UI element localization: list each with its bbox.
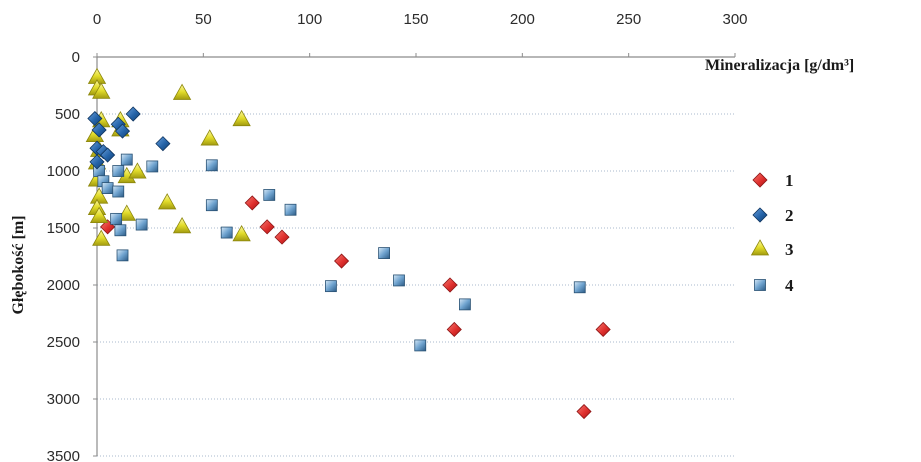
point-series-3-3 xyxy=(92,82,111,99)
x-tick-label-200: 200 xyxy=(510,11,535,28)
y-tick-label-3500: 3500 xyxy=(47,448,80,462)
data-series xyxy=(85,67,611,420)
legend-label-4: 4 xyxy=(785,276,794,295)
series-2 xyxy=(87,106,171,170)
point-series-3-11 xyxy=(89,206,109,224)
point-series-4-11 xyxy=(146,160,159,173)
legend-marker-2 xyxy=(752,207,768,223)
series-1 xyxy=(100,195,611,420)
point-series-4-8 xyxy=(114,224,127,237)
x-tick-label-150: 150 xyxy=(403,11,428,28)
point-series-3-23 xyxy=(232,225,251,242)
y-axis-title: Głębokość [m] xyxy=(10,215,27,314)
point-series-4-20 xyxy=(414,339,427,352)
point-series-2-4 xyxy=(89,154,105,170)
point-series-2-10 xyxy=(155,136,171,152)
y-tick-label-2500: 2500 xyxy=(47,334,80,351)
point-series-3-18 xyxy=(157,193,177,210)
point-series-4-5 xyxy=(120,153,133,166)
point-series-3-20 xyxy=(172,83,192,100)
point-series-3-17 xyxy=(117,204,136,221)
gridlines xyxy=(97,113,735,457)
y-tick-label-3000: 3000 xyxy=(47,391,80,408)
legend-label-2: 2 xyxy=(785,206,794,225)
point-series-3-22 xyxy=(232,109,251,127)
point-series-4-14 xyxy=(220,226,233,239)
y-tick-label-2000: 2000 xyxy=(47,277,80,294)
series-4 xyxy=(93,153,586,352)
x-tick-label-300: 300 xyxy=(722,11,747,28)
point-series-4-21 xyxy=(459,298,471,311)
x-tick-label-50: 50 xyxy=(195,11,212,28)
point-series-3-16 xyxy=(128,162,147,179)
point-series-4-17 xyxy=(325,280,337,293)
point-series-1-5 xyxy=(334,253,350,269)
point-series-3-19 xyxy=(172,217,192,234)
point-series-4-12 xyxy=(205,159,218,172)
y-tick-label-1500: 1500 xyxy=(47,220,80,237)
point-series-4-3 xyxy=(101,182,114,195)
point-series-3-21 xyxy=(200,129,219,146)
x-tick-label-100: 100 xyxy=(297,11,322,28)
point-series-4-7 xyxy=(110,212,123,225)
tick-labels: 0 50 100 150 200 250 3000500100015002000250030… xyxy=(47,11,748,462)
legend-label-3: 3 xyxy=(785,240,794,259)
x-tick-label-250: 250 xyxy=(616,11,641,28)
point-series-2-8 xyxy=(114,123,131,139)
legend-marker-4 xyxy=(754,279,766,291)
point-series-4-6 xyxy=(112,185,125,198)
x-axis-title: Mineralizacja [g/dm³] xyxy=(705,57,854,74)
legend-item-3: 3 xyxy=(750,239,794,259)
point-series-1-4 xyxy=(274,229,290,245)
point-series-4-18 xyxy=(378,247,391,259)
point-series-1-9 xyxy=(595,321,611,338)
point-series-4-16 xyxy=(284,203,297,216)
point-series-4-9 xyxy=(135,218,148,231)
point-series-4-19 xyxy=(393,274,405,287)
point-series-2-2 xyxy=(91,122,107,138)
y-tick-label-500: 500 xyxy=(55,106,80,123)
x-tick-label-0: 0 xyxy=(93,11,101,28)
point-series-1-6 xyxy=(442,277,458,293)
point-series-2-9 xyxy=(125,106,141,122)
y-tick-label-1000: 1000 xyxy=(47,163,80,180)
point-series-4-15 xyxy=(263,189,276,201)
axes xyxy=(93,53,736,457)
point-series-1-2 xyxy=(244,195,260,211)
point-series-4-10 xyxy=(116,249,129,262)
legend-label-1: 1 xyxy=(785,171,794,190)
legend-item-4: 4 xyxy=(754,276,794,295)
legend-marker-3 xyxy=(750,239,770,256)
point-series-4-4 xyxy=(112,165,125,177)
y-tick-label-0: 0 xyxy=(72,49,80,66)
point-series-4-22 xyxy=(573,281,586,294)
legend-item-2: 2 xyxy=(752,206,794,225)
point-series-2-6 xyxy=(100,147,116,163)
point-series-2-1 xyxy=(87,110,103,127)
point-series-4-13 xyxy=(205,199,218,212)
point-series-1-7 xyxy=(446,321,462,338)
legend-marker-1 xyxy=(752,172,768,188)
legend-item-1: 1 xyxy=(752,171,794,190)
point-series-3-12 xyxy=(92,229,111,246)
point-series-1-8 xyxy=(576,403,592,420)
point-series-1-3 xyxy=(259,219,275,235)
legend: 1 2 3 4 xyxy=(750,171,794,295)
